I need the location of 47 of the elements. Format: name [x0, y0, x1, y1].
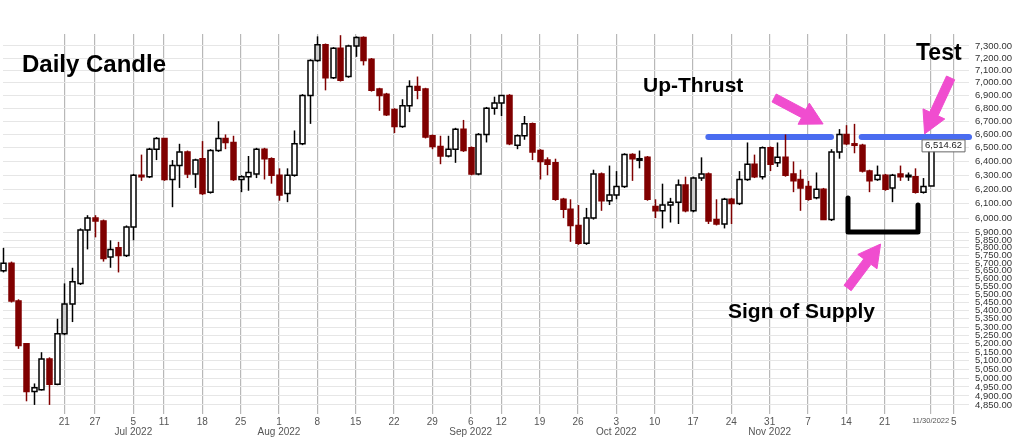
y-tick-label: 6,200.00 [975, 182, 1012, 194]
y-tick-label: 7,000.00 [975, 76, 1012, 88]
x-tick-label: 29 [426, 415, 439, 427]
text: Daily Candle [22, 50, 167, 77]
x-tick-label: 31 Nov 2022 [748, 415, 792, 437]
x-tick-label: 21 [58, 415, 71, 427]
x-tick-label: 15 [350, 415, 362, 427]
x-tick-label: 1 Aug 2022 [257, 415, 301, 437]
y-tick-label: 6,700.00 [975, 114, 1012, 126]
y-tick-label: 7,100.00 [975, 63, 1012, 75]
x-tick-label: 26 [572, 415, 585, 427]
x-tick-label: 24 [725, 415, 738, 427]
y-tick-label: 6,100.00 [975, 197, 1012, 209]
x-tick-label: 12 [495, 415, 508, 427]
x-tick-label: 5 Jul 2022 [114, 415, 153, 437]
x-tick-label: 8 [314, 415, 321, 427]
y-tick-label: 6,300.00 [975, 168, 1012, 180]
annotation: Sign of Supply [728, 299, 876, 322]
x-tick-label: 18 [196, 415, 209, 427]
y-tick-label: 4,900.00 [975, 389, 1012, 401]
y-tick-label: 4,950.00 [975, 380, 1012, 392]
y-tick-label: 4,850.00 [975, 398, 1012, 410]
x-tick-label: 21 [879, 415, 891, 427]
annotation: Test [916, 39, 962, 65]
y-tick-label: 6,800.00 [975, 101, 1012, 113]
x-tick-label: 22 [388, 415, 401, 427]
y-tick-label: 7,300.00 [975, 39, 1012, 51]
x-tick-label: 25 [235, 415, 247, 427]
x-tick-label: 14 [840, 415, 853, 427]
x-tick-label: 19 [534, 415, 546, 427]
x-tick-label: 7 [805, 415, 812, 427]
annotation: Up-Thrust [643, 73, 744, 96]
y-tick-label: 6,500.00 [975, 141, 1012, 153]
y-tick-label: 6,400.00 [975, 155, 1012, 167]
y-tick-label: 6,900.00 [975, 89, 1012, 101]
x-tick-label: 11 [158, 415, 170, 427]
y-tick-label: 7,200.00 [975, 51, 1012, 63]
y-tick-label: 5,050.00 [975, 363, 1012, 375]
annotation: 6,514.62 [925, 139, 963, 151]
x-tick-label: 27 [89, 415, 101, 427]
x-tick-label: 10 [649, 415, 661, 427]
y-tick-label: 6,000.00 [975, 211, 1012, 223]
y-tick-label: 6,600.00 [975, 128, 1012, 140]
x-tick-label: 3 Oct 2022 [596, 415, 638, 437]
x-tick-label: 17 [687, 415, 700, 427]
x-tick-label: 6 Sep 2022 [449, 415, 493, 437]
x-tick-label: 5 [950, 415, 957, 427]
